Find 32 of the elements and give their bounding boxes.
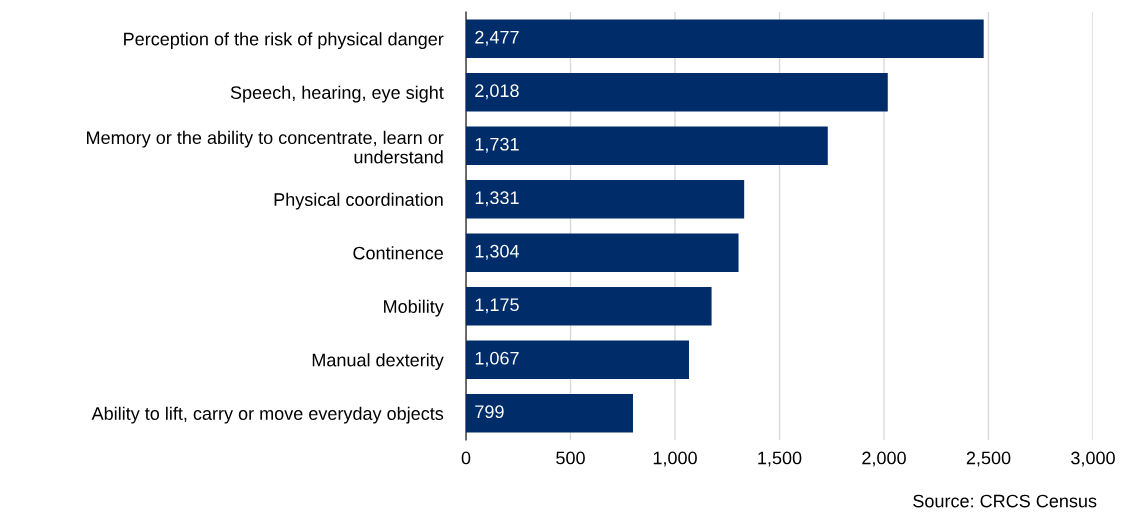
data-label: 1,175 xyxy=(475,298,519,314)
x-tick-label: 500 xyxy=(556,451,585,465)
data-label: 2,477 xyxy=(475,30,519,46)
x-tick-label: 2,500 xyxy=(966,451,1011,467)
y-tick-label: Perception of the risk of physical danger xyxy=(124,32,444,50)
bar xyxy=(466,126,828,166)
x-tick-label: 2,000 xyxy=(862,451,906,467)
data-label: 2,018 xyxy=(475,84,519,100)
data-label: 1,331 xyxy=(475,191,519,207)
y-tick-label: Mobility xyxy=(384,299,444,317)
y-tick-label: Manual dexterity xyxy=(312,353,444,371)
data-label: 1,731 xyxy=(475,137,519,153)
x-tick-label: 0 xyxy=(461,451,471,465)
y-tick-label: Memory or the ability to concentrate, learn or understand xyxy=(87,130,444,164)
y-tick-label: Ability to lift, carry or move everyday objects xyxy=(91,406,444,424)
bar xyxy=(466,72,888,112)
data-label: 799 xyxy=(475,405,504,419)
bar xyxy=(466,286,712,326)
x-tick-label: 3,000 xyxy=(1071,451,1115,467)
bar xyxy=(466,340,689,380)
bar xyxy=(466,393,633,433)
y-tick-label: Physical coordination xyxy=(274,192,443,210)
data-label: 1,067 xyxy=(475,351,519,367)
source-note: Source: CRCS Census xyxy=(913,494,1097,508)
y-tick-label: Speech, hearing, eye sight xyxy=(230,85,444,103)
x-tick-label: 1,000 xyxy=(653,451,697,467)
bar xyxy=(466,233,739,273)
bar xyxy=(466,19,984,59)
bar xyxy=(466,179,745,219)
x-tick-label: 1,500 xyxy=(758,451,802,467)
data-label: 1,304 xyxy=(475,244,520,260)
y-tick-label: Continence xyxy=(353,246,443,260)
